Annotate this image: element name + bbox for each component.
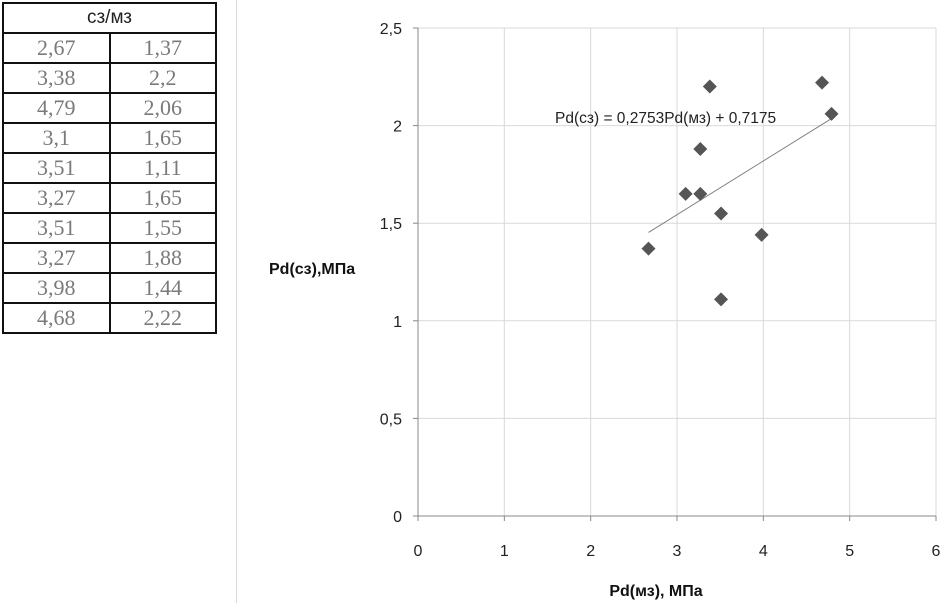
table-header-row: сз/мз <box>2 2 217 34</box>
x-tick-label: 6 <box>932 543 941 560</box>
x-tick-label: 5 <box>845 543 854 560</box>
table-row: 4,79 2,06 <box>2 92 217 124</box>
data-point <box>824 106 839 121</box>
data-point <box>702 79 717 94</box>
table-cell-sz: 2,22 <box>108 302 217 334</box>
x-tick-label: 3 <box>673 543 682 560</box>
y-tick-label: 2 <box>393 119 402 136</box>
table-cell-mz: 3,51 <box>2 152 111 184</box>
table-cell-mz: 3,1 <box>2 122 111 154</box>
y-tick-label: 1 <box>393 314 402 331</box>
y-tick-label: 1,5 <box>380 216 402 233</box>
x-tick-label: 2 <box>586 543 595 560</box>
y-tick-label: 0 <box>393 509 402 526</box>
table-row: 3,98 1,44 <box>2 272 217 304</box>
table-cell-sz: 1,55 <box>108 212 217 244</box>
data-point <box>678 186 693 201</box>
table-row: 2,67 1,37 <box>2 32 217 64</box>
table-cell-mz: 4,79 <box>2 92 111 124</box>
chart-area: 0 1 2 3 4 5 6 0 0,5 1 1,5 2 2,5 Pd(сз) = 0,2753Pd(мз… <box>236 0 945 603</box>
table-cell-mz: 4,68 <box>2 302 111 334</box>
data-point <box>693 186 708 201</box>
x-tick-label: 0 <box>414 543 423 560</box>
table-row: 4,68 2,22 <box>2 302 217 334</box>
y-axis-title: Pd(сз),МПа <box>269 261 355 278</box>
gridlines <box>418 27 937 516</box>
table-body: 2,67 1,37 3,38 2,2 4,79 2,06 3,1 1,65 3,51 1,11 3,… <box>2 32 217 334</box>
tick-labels: 0 1 2 3 4 5 6 0 0,5 1 1,5 2 2,5 <box>380 21 941 560</box>
y-tick-label: 0,5 <box>380 411 402 428</box>
data-points <box>641 75 839 307</box>
data-point <box>641 241 656 256</box>
scatter-chart: 0 1 2 3 4 5 6 0 0,5 1 1,5 2 2,5 Pd(сз) = 0,2753Pd(мз… <box>269 21 941 600</box>
data-table: сз/мз 2,67 1,37 3,38 2,2 4,79 2,06 3,1 1,65 3,51… <box>2 2 217 334</box>
table-cell-mz: 3,27 <box>2 242 111 274</box>
trendline-equation: Pd(сз) = 0,2753Pd(мз) + 0,7175 <box>555 110 776 127</box>
table-cell-sz: 2,06 <box>108 92 217 124</box>
y-tick-label: 2,5 <box>380 21 402 38</box>
table-cell-sz: 1,11 <box>108 152 217 184</box>
table-header: сз/мз <box>2 2 217 34</box>
table-cell-sz: 1,88 <box>108 242 217 274</box>
table-cell-sz: 2,2 <box>108 62 217 94</box>
table-cell-sz: 1,44 <box>108 272 217 304</box>
table-cell-mz: 3,27 <box>2 182 111 214</box>
table-cell-mz: 3,51 <box>2 212 111 244</box>
axes <box>413 27 937 521</box>
table-row: 3,38 2,2 <box>2 62 217 94</box>
trendline-group <box>648 118 832 233</box>
trendline <box>648 118 832 233</box>
table-cell-mz: 3,98 <box>2 272 111 304</box>
data-point <box>693 142 708 157</box>
table-cell-mz: 3,38 <box>2 62 111 94</box>
data-point <box>815 75 830 90</box>
data-point <box>714 292 729 307</box>
data-point <box>754 227 769 242</box>
x-tick-label: 4 <box>759 543 768 560</box>
data-point <box>714 206 729 221</box>
table-cell-sz: 1,37 <box>108 32 217 64</box>
table-cell-sz: 1,65 <box>108 182 217 214</box>
table-row: 3,1 1,65 <box>2 122 217 154</box>
table-cell-mz: 2,67 <box>2 32 111 64</box>
x-axis-title: Pd(мз), МПа <box>609 583 702 600</box>
table-row: 3,51 1,11 <box>2 152 217 184</box>
table-cell-sz: 1,65 <box>108 122 217 154</box>
table-row: 3,27 1,88 <box>2 242 217 274</box>
table-row: 3,51 1,55 <box>2 212 217 244</box>
x-tick-label: 1 <box>500 543 509 560</box>
table-row: 3,27 1,65 <box>2 182 217 214</box>
